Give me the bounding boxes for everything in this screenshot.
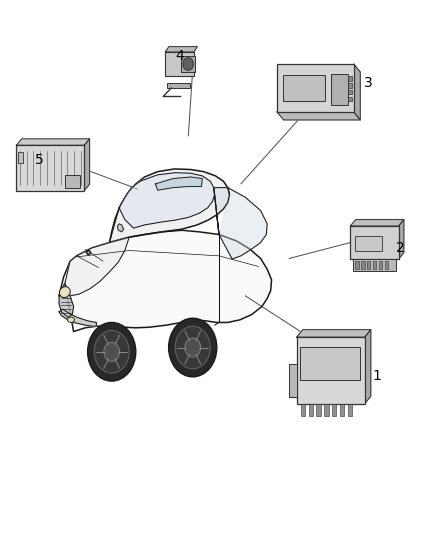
Bar [300,347,360,381]
Polygon shape [277,112,360,120]
Polygon shape [59,230,272,372]
Bar [65,175,80,188]
Bar [367,261,371,269]
Polygon shape [297,329,371,337]
Bar [167,83,190,88]
Circle shape [169,318,217,377]
Bar [373,261,376,269]
Bar [348,83,352,87]
Bar [347,404,352,416]
Polygon shape [364,329,371,404]
Bar [277,64,353,112]
Bar [181,55,195,72]
Bar [348,90,352,94]
Circle shape [183,58,193,70]
Polygon shape [155,177,202,190]
Polygon shape [65,237,129,296]
Text: 4: 4 [175,49,184,63]
Bar [361,261,364,269]
Circle shape [175,326,210,369]
Ellipse shape [67,317,74,322]
Circle shape [88,322,136,381]
Bar [316,404,321,416]
Bar [340,404,344,416]
Polygon shape [110,169,230,243]
Polygon shape [219,188,267,259]
Bar [348,96,352,101]
Bar [309,404,313,416]
Ellipse shape [60,287,70,297]
Circle shape [185,338,201,357]
Bar [18,152,23,163]
Bar [350,226,399,259]
Polygon shape [165,46,197,52]
Polygon shape [399,220,404,259]
Bar [331,74,347,105]
Bar [297,337,364,404]
Polygon shape [59,309,96,326]
Polygon shape [119,173,215,228]
Text: 3: 3 [364,76,372,90]
Bar [355,236,381,251]
Circle shape [94,330,129,373]
Text: 2: 2 [396,241,405,255]
Bar [379,261,382,269]
Polygon shape [17,139,90,145]
Bar [332,404,336,416]
Text: 1: 1 [372,369,381,383]
Bar [324,404,328,416]
Bar [165,52,194,76]
Bar [355,261,359,269]
Circle shape [104,342,120,361]
Polygon shape [59,284,74,317]
Polygon shape [84,139,90,190]
Polygon shape [117,224,124,232]
Text: 5: 5 [35,153,44,167]
Bar [348,76,352,80]
Bar [289,364,297,397]
Bar [353,259,396,271]
Bar [385,261,388,269]
Bar [17,145,84,190]
Polygon shape [353,64,360,120]
Bar [301,404,305,416]
Polygon shape [350,220,404,226]
Bar [283,75,325,101]
Polygon shape [214,188,230,235]
